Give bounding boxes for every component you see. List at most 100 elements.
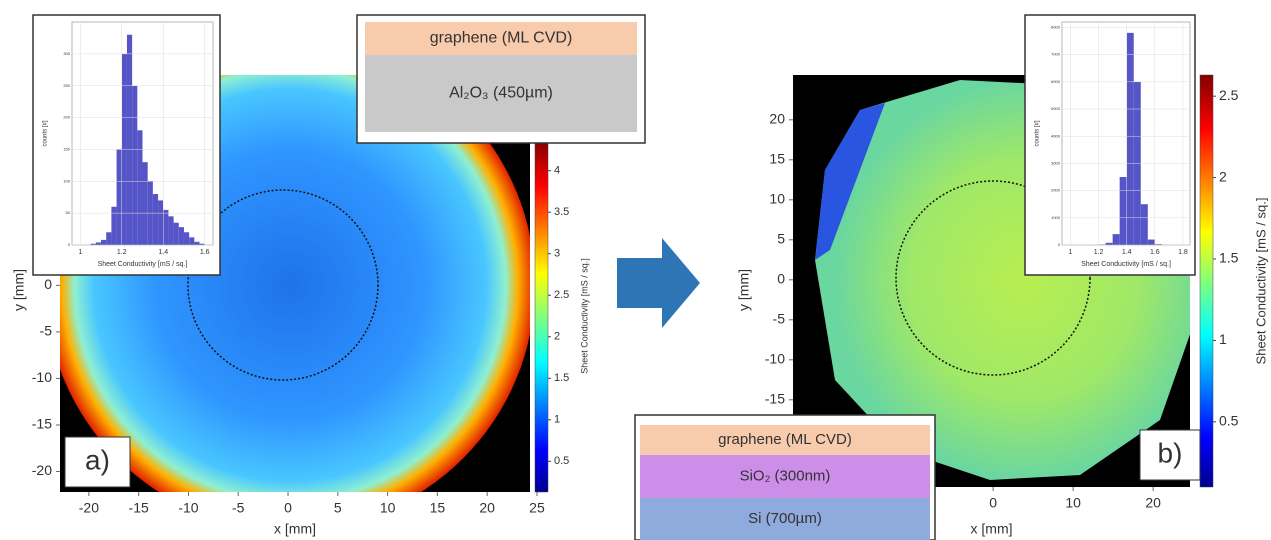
- inset-y-tick-label: 2000: [1051, 188, 1061, 193]
- histogram-bar: [1147, 239, 1155, 245]
- x-tick-label: -20: [79, 500, 99, 516]
- x-tick-label: 0: [989, 495, 997, 511]
- inset-y-tick-label: 0: [1058, 242, 1061, 247]
- histogram-bar: [1154, 244, 1162, 245]
- x-axis-label: x [mm]: [971, 521, 1013, 537]
- inset-x-label: Sheet Conductivity [mS / sq.]: [98, 261, 188, 268]
- colorbar-tick-label: 3.5: [554, 206, 569, 218]
- layer-label: graphene (ML CVD): [430, 30, 573, 47]
- y-tick-label: -15: [32, 416, 52, 432]
- layer: [365, 22, 637, 55]
- histogram-bar: [194, 241, 200, 245]
- y-tick-label: 10: [769, 191, 785, 207]
- histogram-bar: [142, 162, 148, 245]
- y-tick-label: 20: [769, 111, 785, 127]
- inset-y-tick-label: 300: [63, 51, 70, 56]
- panel-tag: b): [1158, 437, 1183, 468]
- colorbar-tick-label: 1: [554, 414, 560, 426]
- layer-label: Al₂O₃ (450µm): [449, 85, 553, 102]
- inset-y-tick-label: 3000: [1051, 160, 1061, 165]
- region-circle: [187, 189, 379, 381]
- colorbar-tick-label: 1: [1219, 331, 1227, 347]
- inset-x-tick-label: 1: [78, 249, 82, 256]
- histogram-bar: [152, 194, 159, 245]
- histogram-bar: [178, 227, 184, 245]
- layer: [640, 498, 930, 540]
- histogram-bar: [132, 85, 138, 245]
- inset-y-tick-label: 250: [63, 83, 70, 88]
- x-axis-label: x [mm]: [274, 521, 316, 537]
- arrow: [617, 238, 700, 328]
- y-tick-label: -20: [32, 462, 52, 478]
- inset-x-label: Sheet Conductivity [mS / sq.]: [1081, 261, 1171, 268]
- y-axis-label: y [mm]: [11, 269, 27, 311]
- x-tick-label: 15: [430, 500, 446, 516]
- x-tick-label: 20: [479, 500, 495, 516]
- y-tick-label: 15: [769, 151, 785, 167]
- histogram-bar: [183, 232, 190, 245]
- colorbar: [1199, 74, 1214, 488]
- y-tick-label: -15: [765, 391, 785, 407]
- x-tick-label: 10: [1065, 495, 1081, 511]
- x-tick-label: 5: [334, 500, 342, 516]
- colorbar-label: Sheet Conductivity [mS / sq.]: [1253, 198, 1268, 365]
- colorbar-tick-label: 4: [554, 165, 560, 177]
- inset-x-tick-label: 1.8: [1178, 249, 1188, 256]
- inset-y-tick-label: 200: [63, 115, 70, 120]
- inset-x-tick-label: 1.4: [1122, 249, 1132, 256]
- inset-x-tick-label: 1: [1068, 249, 1072, 256]
- panel-tag: a): [85, 444, 110, 475]
- inset-x-tick-label: 1.2: [117, 249, 127, 256]
- histogram-bar: [168, 216, 174, 245]
- y-axis-label: y [mm]: [736, 269, 752, 311]
- layer: [640, 425, 930, 455]
- y-tick-label: -5: [40, 323, 53, 339]
- histogram-bar: [1119, 177, 1127, 245]
- panel-tag-box: [1139, 429, 1201, 481]
- x-tick-label: -5: [232, 500, 245, 516]
- histogram-bar: [1112, 234, 1120, 245]
- x-tick-label: -15: [129, 500, 149, 516]
- inset-y-tick-label: 150: [63, 146, 70, 151]
- x-tick-label: 10: [380, 500, 396, 516]
- inset-y-tick-label: 1000: [1051, 215, 1061, 220]
- histogram-bar: [95, 242, 102, 245]
- histogram-bar: [173, 222, 179, 245]
- colorbar-tick-label: 2.5: [554, 289, 569, 301]
- x-tick-label: -10: [178, 500, 198, 516]
- inset-y-tick-label: 4000: [1051, 133, 1061, 138]
- y-tick-label: -5: [773, 311, 786, 327]
- inset-y-tick-label: 100: [63, 178, 70, 183]
- histogram-bar: [163, 209, 169, 245]
- x-tick-label: 0: [284, 500, 292, 516]
- y-tick-label: 0: [777, 271, 785, 287]
- inset-y-tick-label: 5000: [1051, 106, 1061, 111]
- inset-x-tick-label: 1.2: [1094, 249, 1104, 256]
- y-tick-label: 5: [777, 231, 785, 247]
- x-tick-label: 25: [529, 500, 545, 516]
- colorbar-tick-label: 2: [1219, 168, 1227, 184]
- layer-label: Si (700µm): [748, 510, 822, 527]
- layer: [365, 55, 637, 132]
- inset-y-tick-label: 8000: [1051, 25, 1061, 30]
- inset-y-tick-label: 7000: [1051, 52, 1061, 57]
- inset-x-tick-label: 1.6: [200, 249, 210, 256]
- inset-y-label: counts [#]: [43, 120, 49, 146]
- y-tick-label: -10: [32, 369, 52, 385]
- histogram-bar: [101, 239, 107, 245]
- colorbar-tick-label: 2: [554, 331, 560, 343]
- histogram-bar: [106, 232, 112, 245]
- colorbar-tick-label: 1.5: [554, 372, 569, 384]
- colorbar-tick-label: 0.5: [1219, 413, 1239, 429]
- histogram-bar: [90, 243, 96, 245]
- colorbar: [534, 139, 549, 493]
- low-region: [815, 103, 885, 260]
- histogram-bar: [1105, 242, 1113, 245]
- inset-y-tick-label: 50: [66, 210, 71, 215]
- panel-tag-box: [64, 436, 131, 488]
- histogram-bar: [111, 206, 117, 245]
- layer-label: SiO₂ (300nm): [740, 467, 831, 484]
- colorbar-tick-label: 2.5: [1219, 87, 1239, 103]
- inset-x-tick-label: 1.4: [158, 249, 168, 256]
